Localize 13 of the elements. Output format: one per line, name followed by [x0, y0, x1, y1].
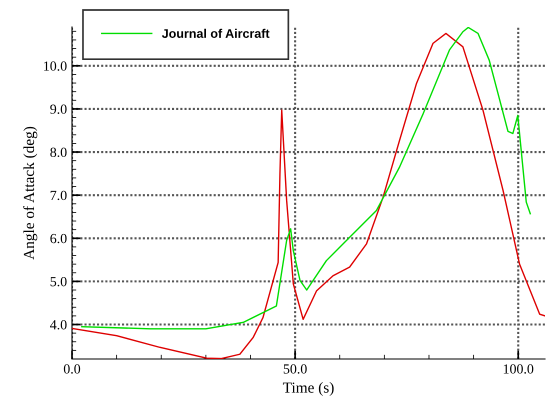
- y-tick-label: 8.0: [50, 148, 67, 158]
- y-axis-title: Angle of Attack (deg): [23, 126, 38, 260]
- x-tick-label: 100.0: [504, 364, 534, 374]
- y-tick-label: 7.0: [50, 190, 67, 200]
- y-tick-label: 9.0: [50, 104, 67, 114]
- y-tick-label: 10.0: [44, 61, 67, 71]
- x-tick-label: 50.0: [284, 364, 307, 374]
- legend-label: Journal of Aircraft: [162, 28, 270, 38]
- y-tick-label: 6.0: [50, 234, 67, 244]
- x-axis-title: Time (s): [282, 382, 334, 396]
- y-tick-label: 5.0: [50, 276, 67, 286]
- x-tick-label: 0.0: [64, 364, 80, 374]
- y-tick-label: 4.0: [50, 320, 67, 330]
